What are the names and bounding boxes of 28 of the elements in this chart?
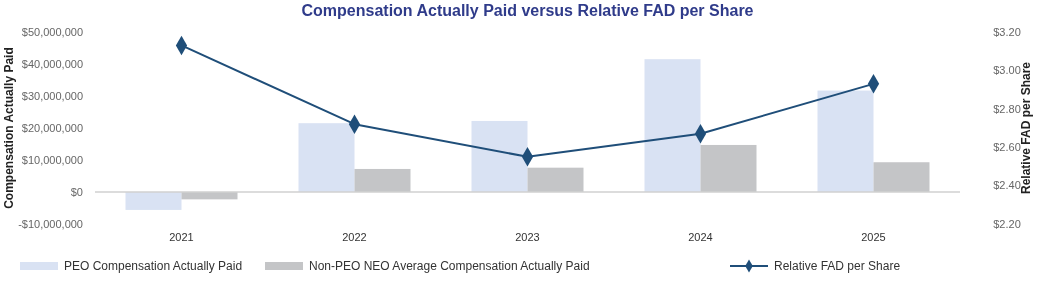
y-tick-label: $10,000,000	[21, 153, 83, 166]
x-tick-label: 2025	[861, 231, 886, 243]
y-tick-label: $50,000,000	[21, 25, 83, 38]
y2-tick-label: $3.00	[993, 64, 1021, 77]
y2-tick-label: $2.20	[993, 217, 1021, 230]
x-tick-label: 2024	[688, 231, 713, 243]
y-tick-label: $40,000,000	[21, 57, 83, 70]
x-tick-label: 2022	[342, 231, 367, 243]
y-tick-label: $0	[70, 185, 83, 198]
legend-label: Non-PEO NEO Average Compensation Actually Paid	[309, 259, 590, 273]
bar	[471, 120, 528, 192]
y-tick-label: -$10,000,000	[18, 217, 83, 230]
legend-label: PEO Compensation Actually Paid	[64, 259, 243, 273]
y-axis-title: Compensation Actually Paid	[2, 47, 16, 209]
y-tick-label: $20,000,000	[21, 121, 83, 134]
x-tick-label: 2021	[169, 231, 194, 243]
bar	[817, 90, 874, 192]
bar	[125, 192, 182, 210]
bar	[644, 59, 701, 192]
chart-title: Compensation Actually Paid versus Relative FAD per Share	[301, 2, 754, 19]
y2-tick-label: $2.60	[993, 141, 1021, 154]
y2-tick-label: $2.80	[993, 102, 1021, 115]
y2-tick-label: $2.40	[993, 179, 1021, 192]
x-tick-label: 2023	[515, 231, 540, 243]
y-tick-label: $30,000,000	[21, 89, 83, 102]
y2-tick-label: $3.20	[993, 25, 1021, 38]
legend-label: Relative FAD per Share	[774, 259, 901, 273]
bar	[298, 123, 355, 192]
